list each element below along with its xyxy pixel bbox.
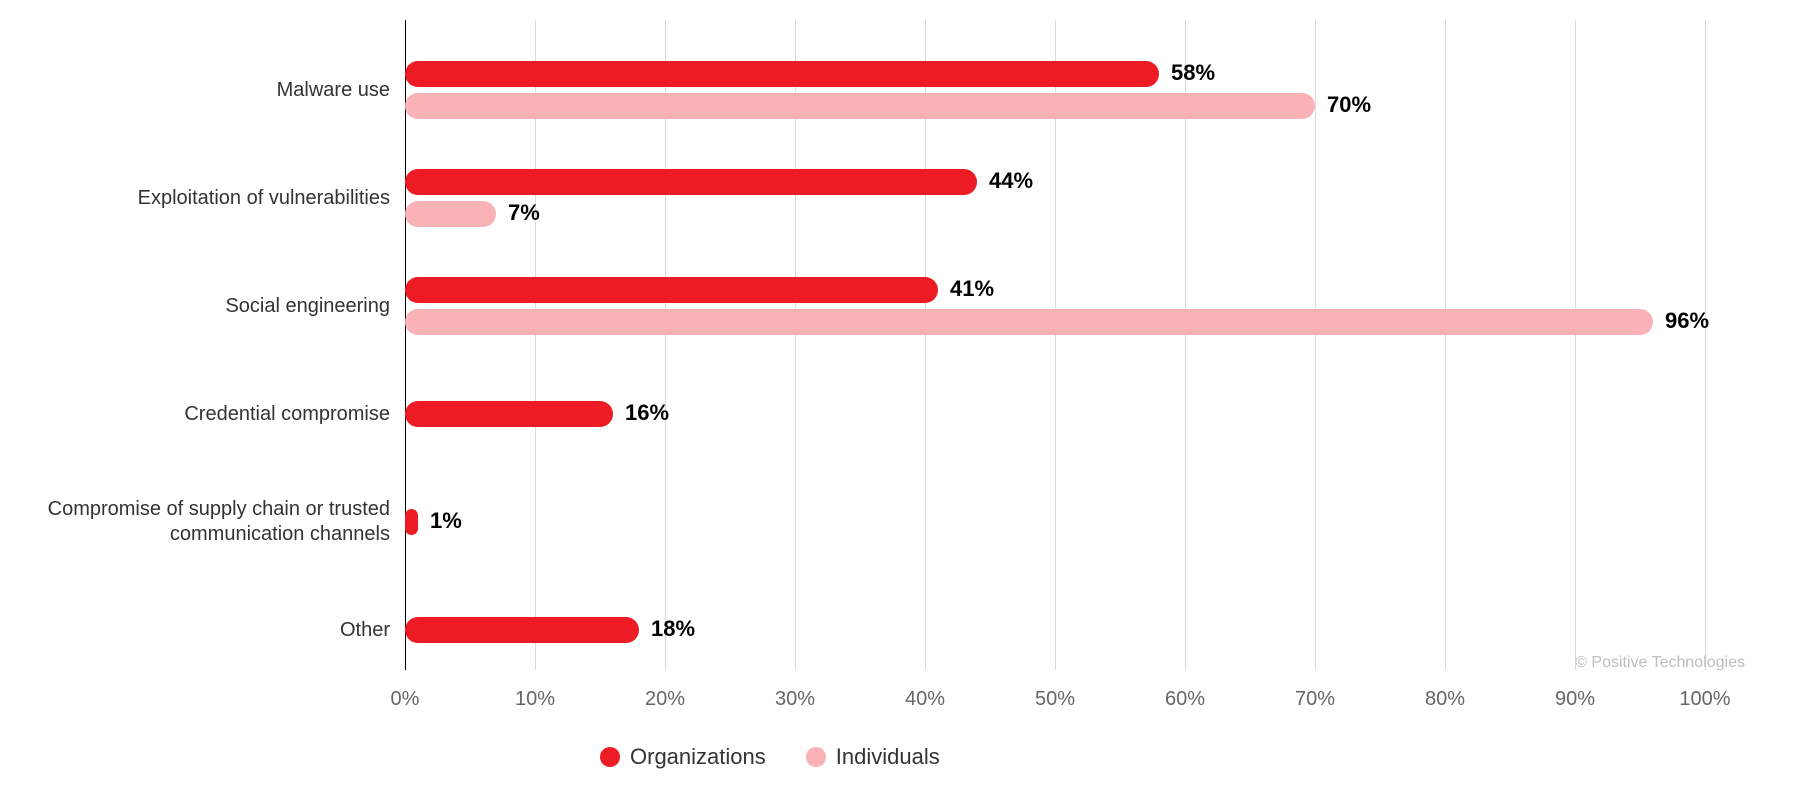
bar-value-label: 70%	[1327, 92, 1371, 118]
x-tick-label: 0%	[391, 688, 420, 711]
copyright-text: © Positive Technologies	[1575, 654, 1745, 672]
x-tick-label: 30%	[775, 688, 815, 711]
x-tick-label: 100%	[1679, 688, 1730, 711]
attack-methods-chart: 58% 70% 44% 7% 41% 96% 16% 1% 18% Malware use Exp…	[0, 0, 1800, 800]
bar-value-label: 1%	[430, 508, 462, 534]
bar-organizations	[405, 61, 1159, 87]
x-tick-label: 50%	[1035, 688, 1075, 711]
category-label: Social engineering	[10, 294, 390, 319]
bar-individuals	[405, 309, 1653, 335]
x-tick-label: 60%	[1165, 688, 1205, 711]
bar-individuals	[405, 93, 1315, 119]
bar-value-label: 18%	[651, 616, 695, 642]
legend-label: Organizations	[630, 744, 766, 770]
category-label: Credential compromise	[10, 402, 390, 427]
category-label: Malware use	[10, 78, 390, 103]
bar-organizations	[405, 169, 977, 195]
bar-organizations	[405, 617, 639, 643]
bar-organizations	[405, 509, 418, 535]
gridline	[1705, 20, 1706, 670]
plot-area: 58%70%44%7%41%96%16%1%18%	[405, 20, 1705, 670]
category-label: Compromise of supply chain or trustedcom…	[10, 497, 390, 547]
gridline	[1445, 20, 1446, 670]
legend-swatch	[600, 747, 620, 767]
gridline	[1315, 20, 1316, 670]
x-tick-label: 80%	[1425, 688, 1465, 711]
y-axis	[405, 20, 406, 670]
category-label: Other	[10, 618, 390, 643]
bar-value-label: 58%	[1171, 60, 1215, 86]
x-tick-label: 40%	[905, 688, 945, 711]
category-label: Exploitation of vulnerabilities	[10, 186, 390, 211]
legend: Organizations Individuals	[600, 744, 940, 770]
bar-value-label: 44%	[989, 168, 1033, 194]
bar-value-label: 16%	[625, 400, 669, 426]
legend-label: Individuals	[836, 744, 940, 770]
x-tick-label: 70%	[1295, 688, 1335, 711]
bar-organizations	[405, 277, 938, 303]
x-tick-label: 90%	[1555, 688, 1595, 711]
gridline	[1575, 20, 1576, 670]
bar-value-label: 41%	[950, 276, 994, 302]
bar-value-label: 7%	[508, 200, 540, 226]
bar-individuals	[405, 201, 496, 227]
legend-swatch	[806, 747, 826, 767]
legend-item-organizations: Organizations	[600, 744, 766, 770]
x-tick-label: 10%	[515, 688, 555, 711]
x-tick-label: 20%	[645, 688, 685, 711]
bar-value-label: 96%	[1665, 308, 1709, 334]
bar-organizations	[405, 401, 613, 427]
legend-item-individuals: Individuals	[806, 744, 940, 770]
